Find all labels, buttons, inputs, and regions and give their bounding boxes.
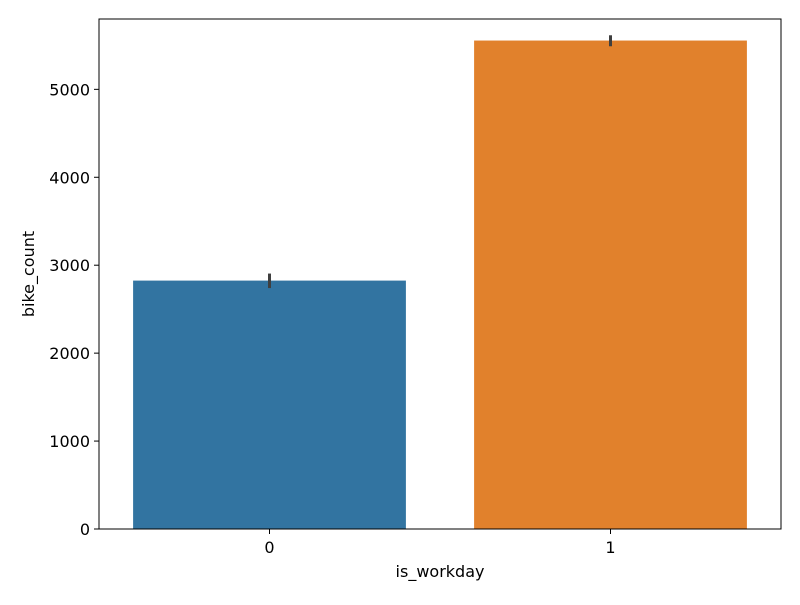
- y-tick-label-5000: 5000: [49, 80, 90, 99]
- y-tick-label-3000: 3000: [49, 256, 90, 275]
- y-axis-label: bike_count: [19, 231, 39, 317]
- bar-0: [133, 280, 406, 529]
- y-tick-label-2000: 2000: [49, 344, 90, 363]
- y-tick-label-1000: 1000: [49, 432, 90, 451]
- x-tick-label-1: 1: [605, 538, 615, 557]
- y-tick-label-0: 0: [80, 520, 90, 539]
- y-tick-label-4000: 4000: [49, 168, 90, 187]
- bars-layer: [133, 40, 747, 530]
- x-tick-label-0: 0: [264, 538, 274, 557]
- axes-layer: 0 1 0 1000 2000 3000 4000 5000: [49, 80, 615, 557]
- error-bars-layer: [268, 35, 612, 289]
- bar-1: [474, 40, 747, 530]
- plot-frame: [98, 18, 782, 530]
- x-axis-label: is_workday: [396, 562, 485, 582]
